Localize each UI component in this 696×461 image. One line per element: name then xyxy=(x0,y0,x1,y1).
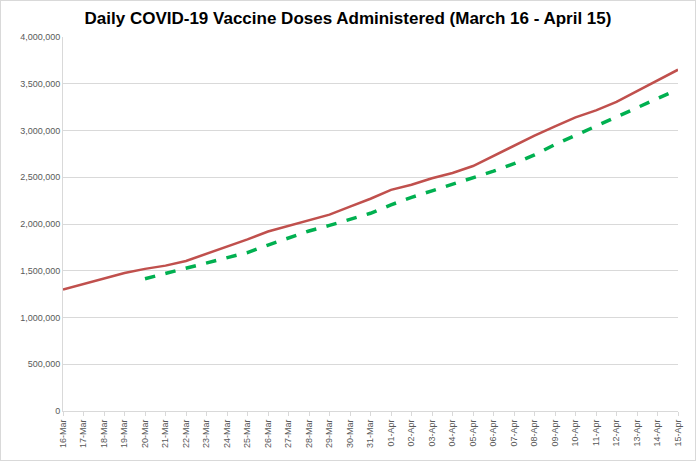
svg-text:15-Apr: 15-Apr xyxy=(673,420,683,447)
svg-text:1,500,000: 1,500,000 xyxy=(20,266,60,276)
svg-text:500,000: 500,000 xyxy=(28,359,61,369)
svg-text:28-Mar: 28-Mar xyxy=(304,420,314,449)
svg-text:14-Apr: 14-Apr xyxy=(652,420,662,447)
svg-text:23-Mar: 23-Mar xyxy=(201,420,211,449)
svg-text:30-Mar: 30-Mar xyxy=(345,420,355,449)
svg-text:26-Mar: 26-Mar xyxy=(263,420,273,449)
svg-text:21-Mar: 21-Mar xyxy=(160,420,170,449)
svg-text:29-Mar: 29-Mar xyxy=(324,420,334,449)
svg-text:25-Mar: 25-Mar xyxy=(242,420,252,449)
svg-text:05-Apr: 05-Apr xyxy=(468,420,478,447)
svg-text:12-Apr: 12-Apr xyxy=(611,420,621,447)
svg-text:13-Apr: 13-Apr xyxy=(632,420,642,447)
svg-text:19-Mar: 19-Mar xyxy=(119,420,129,449)
svg-text:11-Apr: 11-Apr xyxy=(591,420,601,446)
svg-text:17-Mar: 17-Mar xyxy=(78,420,88,449)
svg-text:0: 0 xyxy=(55,406,60,416)
svg-text:08-Apr: 08-Apr xyxy=(529,420,539,447)
svg-text:27-Mar: 27-Mar xyxy=(283,420,293,449)
svg-text:07-Apr: 07-Apr xyxy=(509,420,519,447)
svg-text:10-Apr: 10-Apr xyxy=(570,420,580,447)
svg-text:03-Apr: 03-Apr xyxy=(427,420,437,447)
svg-text:2,000,000: 2,000,000 xyxy=(20,219,60,229)
svg-text:3,500,000: 3,500,000 xyxy=(20,79,60,89)
svg-text:02-Apr: 02-Apr xyxy=(406,420,416,447)
svg-text:16-Mar: 16-Mar xyxy=(58,420,68,449)
svg-text:1,000,000: 1,000,000 xyxy=(20,313,60,323)
svg-text:2,500,000: 2,500,000 xyxy=(20,172,60,182)
svg-text:20-Mar: 20-Mar xyxy=(140,420,150,449)
svg-text:01-Apr: 01-Apr xyxy=(386,420,396,447)
svg-text:04-Apr: 04-Apr xyxy=(447,420,457,447)
svg-text:4,000,000: 4,000,000 xyxy=(20,32,60,42)
svg-text:24-Mar: 24-Mar xyxy=(222,420,232,449)
svg-text:09-Apr: 09-Apr xyxy=(550,420,560,447)
svg-text:06-Apr: 06-Apr xyxy=(488,420,498,447)
svg-text:Daily COVID-19 Vaccine Doses A: Daily COVID-19 Vaccine Doses Administere… xyxy=(85,9,612,28)
svg-text:31-Mar: 31-Mar xyxy=(365,420,375,449)
svg-text:18-Mar: 18-Mar xyxy=(99,420,109,449)
svg-text:3,000,000: 3,000,000 xyxy=(20,126,60,136)
svg-text:22-Mar: 22-Mar xyxy=(181,420,191,449)
